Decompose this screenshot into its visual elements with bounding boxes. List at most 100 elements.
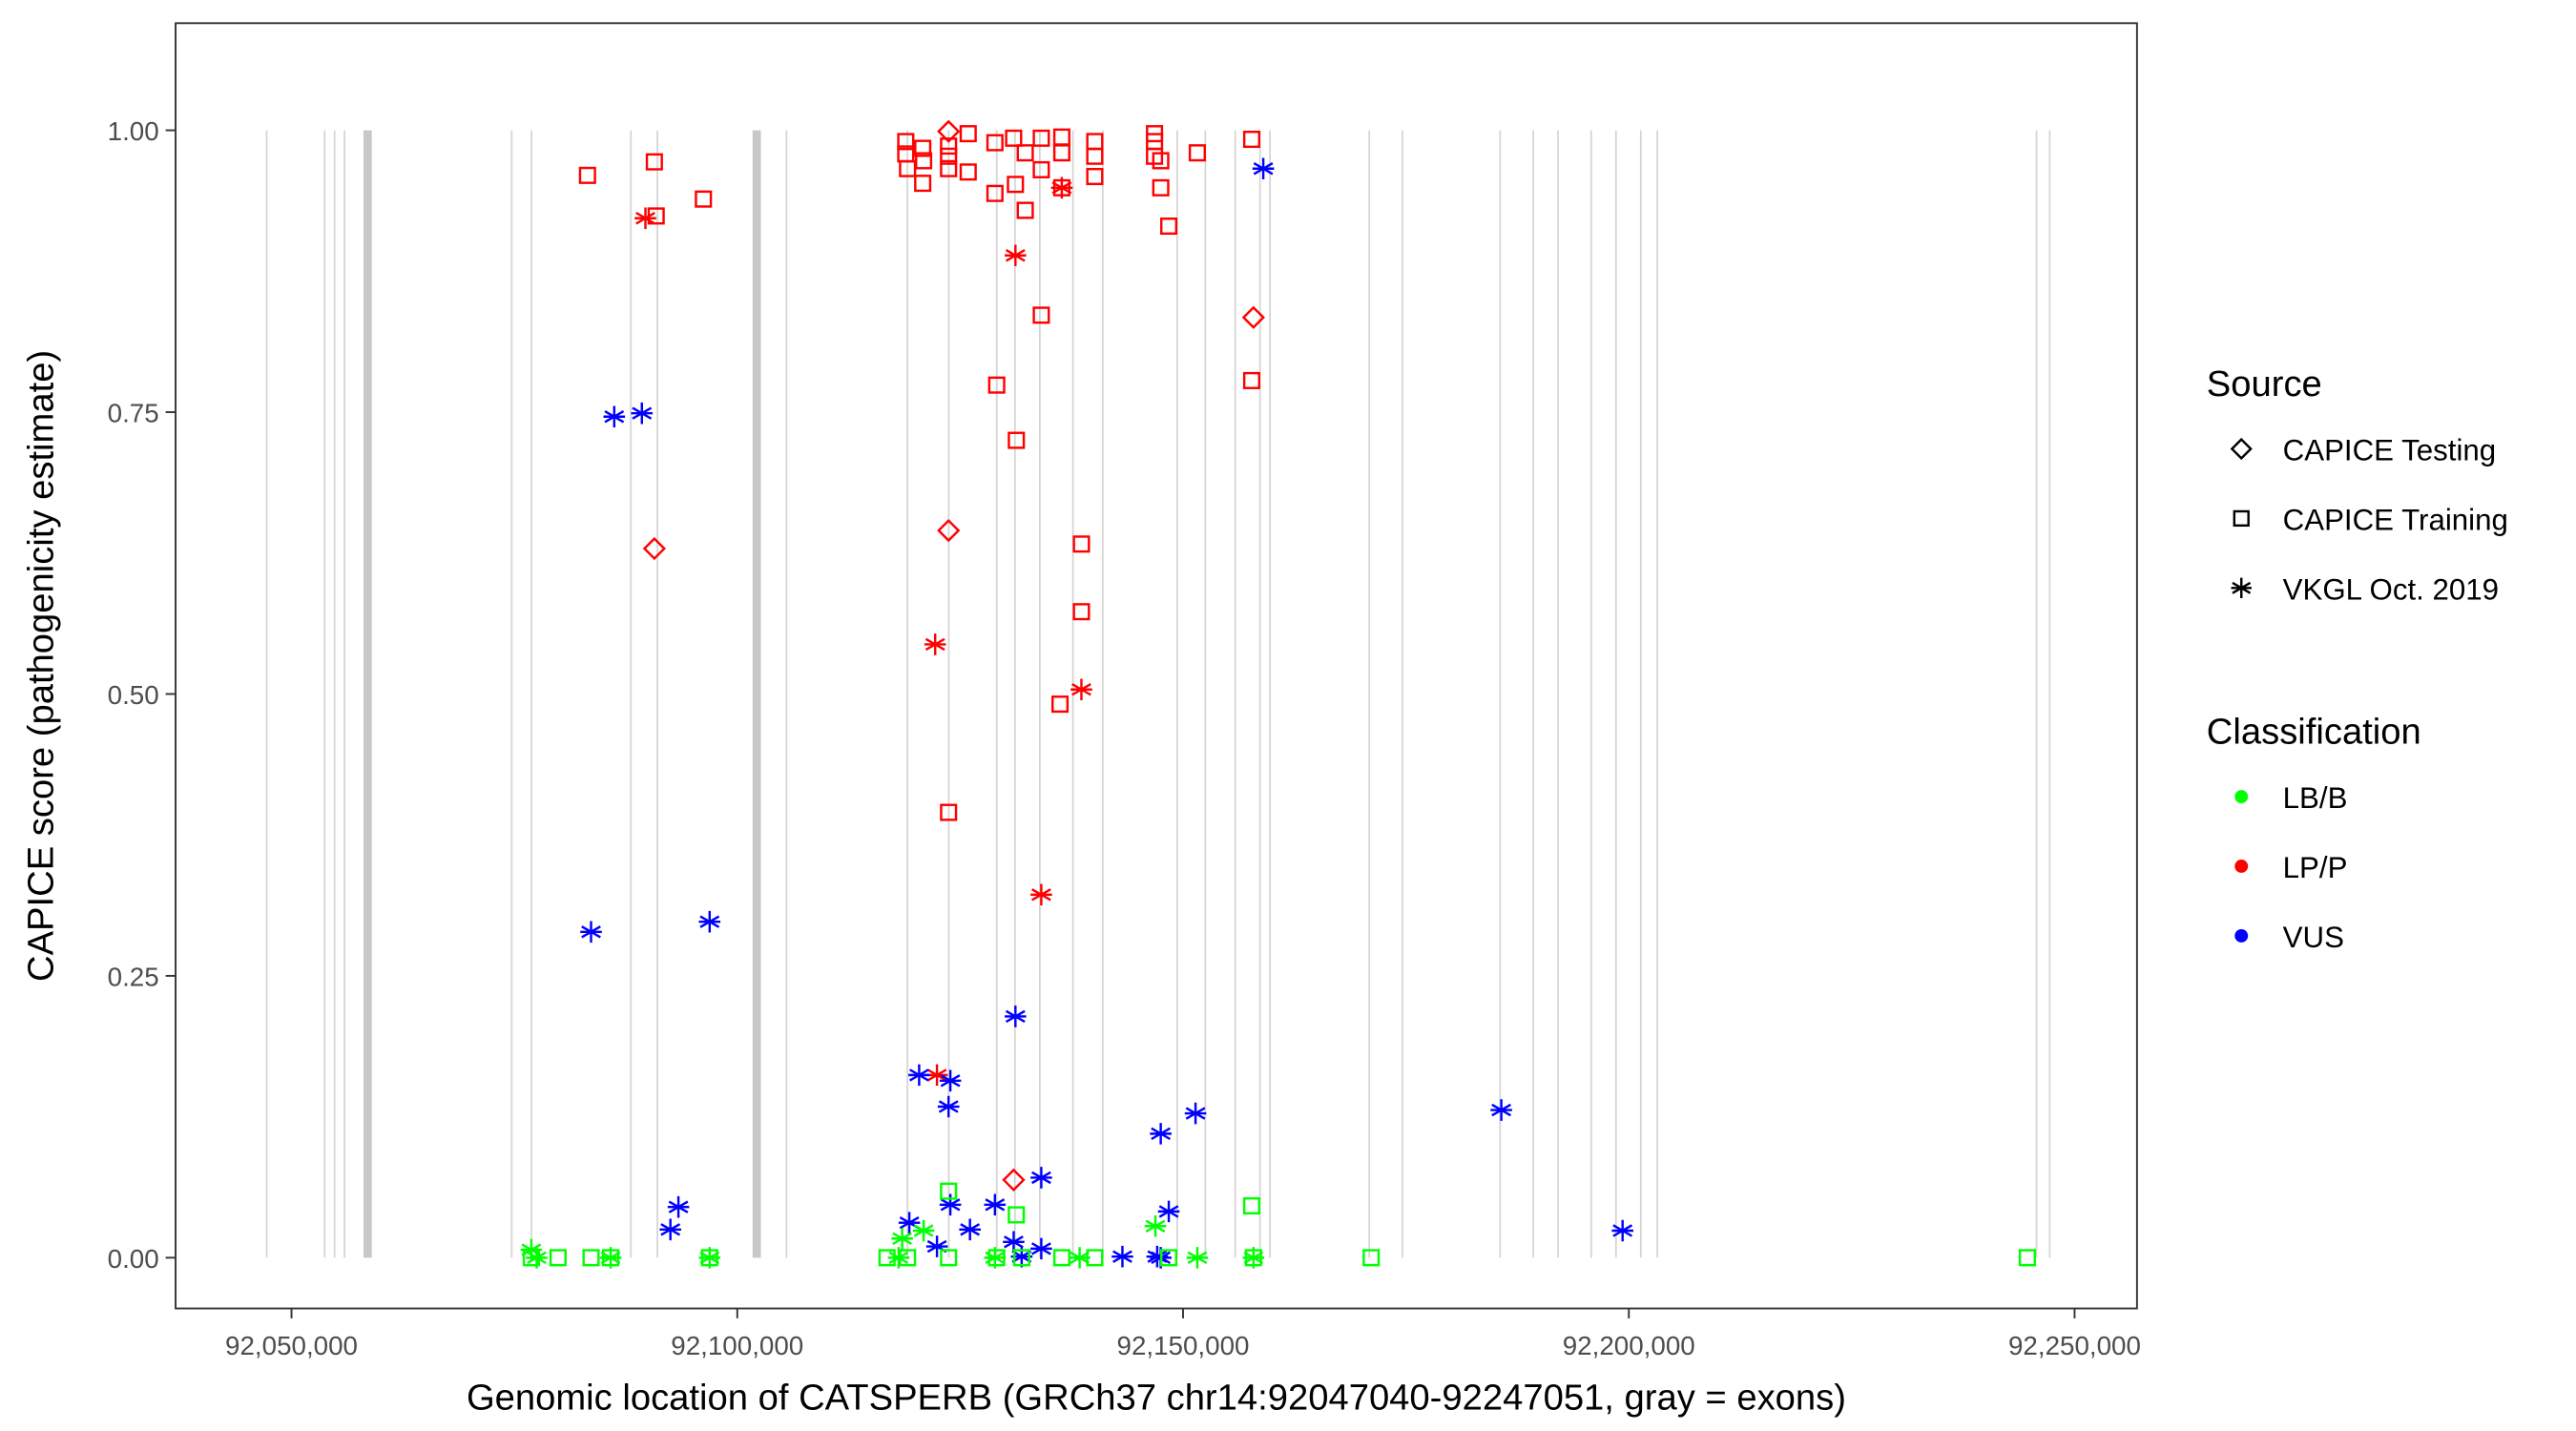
data-point-testing-lpp: [642, 536, 666, 561]
data-point-training-lbb: [940, 1182, 958, 1200]
data-point-training-lbb: [549, 1249, 567, 1267]
data-point-vkgl-vus: [659, 1218, 681, 1241]
data-point-training-lpp: [1242, 371, 1260, 389]
data-point-vkgl-lbb: [984, 1247, 1007, 1269]
data-point-training-lpp: [1086, 133, 1104, 151]
data-point-vkgl-lbb: [1242, 1247, 1265, 1269]
data-point-training-lpp: [1086, 167, 1104, 186]
data-point-vkgl-lbb: [1186, 1247, 1209, 1269]
data-point-training-lpp: [959, 125, 977, 143]
legend-title-source: Source: [2207, 363, 2322, 404]
data-point-training-lbb: [1362, 1249, 1381, 1267]
data-point-vkgl-vus: [959, 1218, 981, 1241]
data-point-vkgl-vus: [1611, 1219, 1633, 1242]
data-point-training-lpp: [986, 184, 1004, 202]
data-point-vkgl-vus: [631, 402, 654, 425]
legend: Source Classification CAPICE Testing CAPI…: [2207, 363, 2508, 954]
legend-label-vus: VUS: [2283, 921, 2344, 954]
x-tick-label: 92,050,000: [225, 1331, 358, 1360]
data-point-vkgl-vus: [1150, 1123, 1172, 1145]
data-point-vkgl-vus: [937, 1095, 960, 1118]
data-point-training-lpp: [645, 153, 663, 171]
legend-label-lbb: LB/B: [2283, 781, 2348, 815]
data-point-training-lpp: [1188, 144, 1206, 162]
x-axis-title: Genomic location of CATSPERB (GRCh37 chr…: [467, 1377, 1846, 1418]
y-tick-label: 1.00: [108, 116, 159, 146]
legend-label-vkgl: VKGL Oct. 2019: [2283, 572, 2499, 606]
data-point-training-lbb: [1012, 1249, 1030, 1267]
legend-asterisk-icon: [2231, 577, 2252, 599]
data-point-vkgl-lbb: [1069, 1247, 1091, 1269]
data-point-vkgl-vus: [603, 405, 626, 428]
data-point-training-lpp: [940, 803, 958, 821]
data-point-vkgl-vus: [1010, 1245, 1033, 1268]
data-point-training-lbb: [582, 1249, 600, 1267]
data-point-training-lpp: [1032, 160, 1050, 178]
data-point-training-lpp: [1051, 695, 1070, 714]
data-point-vkgl-lbb: [599, 1247, 622, 1269]
data-point-training-lpp: [1007, 176, 1025, 194]
x-tick-label: 92,250,000: [2008, 1331, 2141, 1360]
data-point-training-lpp: [1008, 431, 1026, 449]
data-point-vkgl-lpp: [1005, 244, 1027, 267]
data-point-vkgl-lpp: [925, 1064, 948, 1087]
data-point-training-lbb: [2018, 1249, 2036, 1267]
data-point-vkgl-vus: [984, 1193, 1007, 1216]
data-point-training-lbb: [940, 1249, 958, 1267]
data-point-training-lpp: [1005, 129, 1023, 147]
data-point-vkgl-vus: [580, 921, 602, 944]
y-tick-label: 0.75: [108, 398, 159, 427]
data-point-vkgl-lpp: [1050, 176, 1073, 199]
data-point-training-lpp: [1016, 201, 1034, 219]
data-point-vkgl-vus: [1252, 157, 1275, 180]
data-point-vkgl-lpp: [924, 633, 946, 655]
data-point-training-lbb: [1160, 1249, 1178, 1267]
data-point-training-lpp: [914, 139, 932, 157]
data-point-training-lpp: [940, 159, 958, 177]
data-point-training-lpp: [897, 133, 915, 151]
data-point-testing-lpp: [937, 119, 961, 143]
data-point-training-lpp: [1072, 535, 1091, 553]
legend-label-lpp: LP/P: [2283, 851, 2348, 884]
data-point-training-lpp: [940, 137, 958, 156]
legend-dot-icon: [2234, 790, 2249, 804]
legend-square-icon: [2233, 509, 2250, 528]
legend-label-training: CAPICE Training: [2283, 504, 2508, 537]
data-point-training-lpp: [1146, 147, 1164, 165]
data-point-vkgl-lpp: [1030, 883, 1052, 906]
data-point-vkgl-vus: [939, 1193, 962, 1216]
legend-diamond-icon: [2230, 437, 2253, 461]
data-point-training-lpp: [1052, 144, 1070, 162]
data-point-training-lpp: [1016, 144, 1034, 162]
data-point-testing-lpp: [1241, 305, 1265, 329]
legend-title-classification: Classification: [2207, 712, 2421, 753]
data-point-training-lpp: [1032, 129, 1050, 147]
data-point-training-lpp: [1052, 128, 1070, 146]
data-point-vkgl-lbb: [887, 1247, 910, 1269]
data-point-training-lpp: [915, 152, 933, 170]
data-point-vkgl-vus: [698, 910, 721, 933]
data-point-vkgl-vus: [1005, 1006, 1027, 1027]
y-tick-label: 0.25: [108, 962, 159, 991]
data-point-vkgl-vus: [908, 1064, 930, 1087]
data-point-training-lbb: [1008, 1206, 1026, 1224]
data-point-vkgl-vus: [898, 1212, 921, 1234]
data-point-training-lpp: [695, 190, 713, 208]
data-point-vkgl-vus: [1157, 1200, 1180, 1223]
data-point-vkgl-vus: [925, 1235, 948, 1257]
data-point-training-lpp: [986, 134, 1004, 152]
data-point-training-lpp: [914, 175, 932, 193]
data-points: [520, 119, 2036, 1269]
data-point-vkgl-vus: [667, 1195, 690, 1218]
data-point-training-lpp: [1152, 152, 1170, 170]
data-point-vkgl-lpp: [1070, 678, 1092, 701]
data-point-testing-lpp: [1002, 1168, 1026, 1192]
data-point-testing-lpp: [937, 518, 961, 543]
x-axis: 92,050,000 92,100,000 92,150,000 92,200,000…: [225, 1308, 2141, 1360]
data-point-vkgl-vus: [1030, 1237, 1052, 1260]
data-point-training-lpp: [1072, 603, 1091, 621]
x-tick-label: 92,100,000: [671, 1331, 803, 1360]
data-point-training-lpp: [1086, 147, 1104, 165]
data-point-vkgl-vus: [1111, 1245, 1133, 1268]
x-tick-label: 92,150,000: [1117, 1331, 1250, 1360]
